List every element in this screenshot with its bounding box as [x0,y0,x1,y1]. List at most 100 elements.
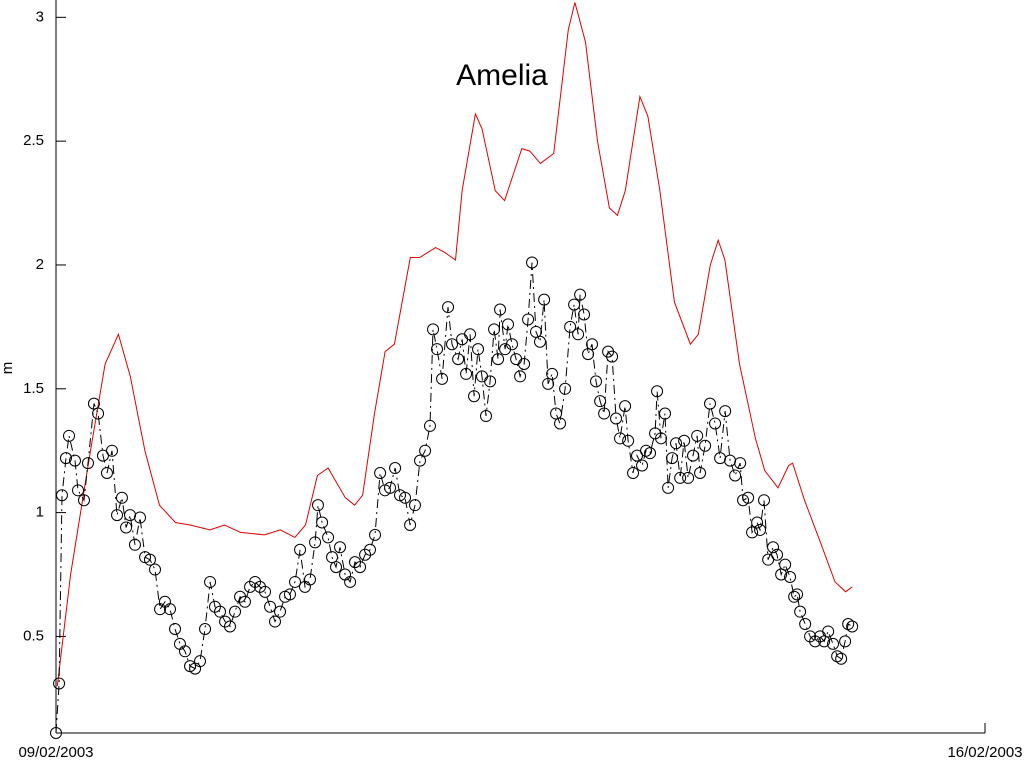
data-point [264,600,277,613]
y-tick-label: 2.5 [23,132,44,149]
data-point [568,298,581,311]
data-point [636,459,649,472]
data-point [534,335,547,348]
data-point [204,575,217,588]
data-point [767,541,780,554]
data-point [238,595,251,608]
x-tick-label: 16/02/2003 [947,744,1022,761]
y-tick-label: 1 [36,504,44,521]
data-point [106,444,119,457]
data-point [644,447,657,460]
data-point [758,494,771,507]
data-point [304,573,317,586]
data-point [546,367,559,380]
data-point [120,521,133,534]
data-point [364,543,377,556]
data-point [96,449,109,462]
data-point [484,375,497,388]
data-point [719,405,732,418]
y-tick-label: 1.5 [23,380,44,397]
data-point [572,328,585,341]
y-tick-label: 3 [36,8,44,25]
data-point [369,528,382,541]
data-point [606,350,619,363]
data-point [835,652,848,665]
data-point [87,397,100,410]
data-point [169,622,182,635]
data-point [427,323,440,336]
data-point [436,372,449,385]
data-point [526,256,539,269]
data-point [464,328,477,341]
data-point [839,635,852,648]
data-point [598,407,611,420]
data-point [742,491,755,504]
data-point [651,385,664,398]
data-point [564,320,577,333]
data-point [149,563,162,576]
data-point [219,615,232,628]
y-axis-label: m [0,362,16,375]
data-point [399,491,412,504]
data-point [734,457,747,470]
data-point [691,429,704,442]
data-point [687,449,700,462]
data-point [193,655,206,668]
data-point [53,677,66,690]
data-point [311,499,324,512]
data-point [659,407,672,420]
data-point [334,541,347,554]
data-point [670,437,683,450]
data-point [354,561,367,574]
x-tick-label: 09/02/2003 [18,744,93,761]
data-point [479,410,492,423]
data-point [784,570,797,583]
data-point [81,457,94,470]
data-point [574,288,587,301]
data-point [374,466,387,479]
data-point [134,511,147,524]
y-tick-label: 2 [36,256,44,273]
data-point [164,603,177,616]
data-point [518,358,531,371]
data-point [128,538,141,551]
data-point [268,615,281,628]
data-point [316,516,329,529]
data-point [846,620,859,633]
data-point [100,466,113,479]
data-point [492,353,505,366]
data-point [771,548,784,561]
data-point [446,338,459,351]
data-point [610,412,623,425]
data-point [143,553,156,566]
data-point [514,370,527,383]
data-point [249,575,262,588]
data-point [729,469,742,482]
data-point [842,618,855,631]
data-point [640,444,653,457]
data-point [72,484,85,497]
data-point [631,449,644,462]
data-point [472,343,485,356]
data-point [468,390,481,403]
data-point [322,531,335,544]
data-point [460,367,473,380]
series-line [56,2,853,686]
data-point [704,397,717,410]
data-point [178,645,191,658]
data-point [259,585,272,598]
data-point [309,536,322,549]
chart-title: Amelia [456,59,548,92]
data-point [627,466,640,479]
data-point [822,625,835,638]
data-point [714,452,727,465]
data-point [330,561,343,574]
data-point [442,301,455,314]
data-point [59,452,72,465]
data-point [423,419,436,432]
data-point [223,620,236,633]
data-point [274,605,287,618]
data-point [431,343,444,356]
data-point [809,635,822,648]
data-point [751,516,764,529]
